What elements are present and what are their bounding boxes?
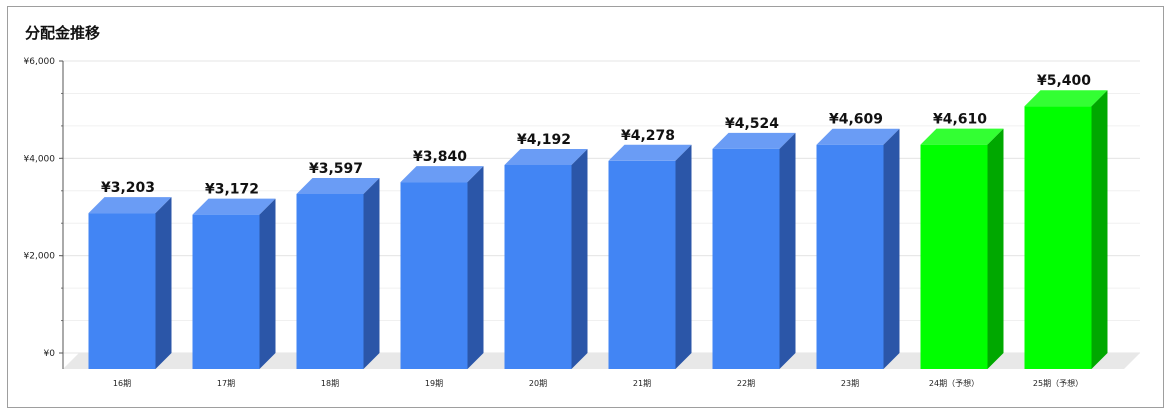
y-tick-label: ¥2,000 [24, 252, 56, 262]
x-category-label: 19期 [425, 379, 443, 388]
bar-value-label: ¥3,840 [413, 149, 467, 165]
bar-top-face [88, 197, 172, 214]
bar-value-label: ¥4,278 [621, 128, 675, 144]
bar-side-face [779, 132, 796, 369]
bar [296, 193, 364, 369]
bar-value-label: ¥3,203 [101, 180, 155, 196]
x-category-label: 23期 [841, 379, 859, 388]
bar [712, 148, 780, 369]
bar [504, 164, 572, 369]
bar-side-face [883, 128, 900, 369]
bar [816, 144, 884, 369]
bar-top-face [816, 128, 900, 145]
bar-value-label: ¥3,172 [205, 182, 259, 198]
y-tick-label: ¥4,000 [24, 154, 56, 164]
bar-top-face [400, 166, 484, 183]
bar-value-label: ¥4,610 [933, 112, 987, 128]
bar-side-face [259, 198, 276, 369]
bar-side-face [571, 148, 588, 369]
bar-side-face [987, 128, 1004, 369]
bar-value-label: ¥4,609 [829, 112, 883, 128]
bar-value-label: ¥4,192 [517, 132, 571, 148]
bar [920, 144, 988, 369]
bar [1024, 106, 1092, 369]
bar-value-label: ¥3,597 [309, 161, 363, 177]
bar [608, 160, 676, 369]
bar-side-face [155, 197, 172, 369]
bar-top-face [1024, 90, 1108, 107]
x-category-label: 17期 [217, 379, 235, 388]
x-category-label: 24期（予想） [929, 378, 979, 388]
bar-top-face [712, 132, 796, 149]
x-category-label: 22期 [737, 379, 755, 388]
bar-top-face [608, 144, 692, 161]
x-category-label: 25期（予想） [1033, 378, 1083, 388]
bar [88, 213, 156, 369]
x-category-label: 16期 [113, 379, 131, 388]
chart-title: 分配金推移 [25, 24, 101, 42]
bar-value-label: ¥4,524 [725, 116, 779, 132]
bar-side-face [1091, 90, 1108, 369]
y-tick-label: ¥0 [44, 349, 56, 359]
bar-side-face [675, 144, 692, 369]
bar [400, 182, 468, 369]
bar-side-face [363, 177, 380, 369]
bar-top-face [192, 198, 276, 215]
y-tick-label: ¥6,000 [24, 57, 56, 67]
bar-top-face [296, 177, 380, 194]
bar-top-face [920, 128, 1004, 145]
bar [192, 214, 260, 369]
x-category-label: 21期 [633, 379, 651, 388]
x-category-label: 20期 [529, 379, 547, 388]
bar-top-face [504, 148, 588, 165]
x-category-label: 18期 [321, 379, 339, 388]
bar-side-face [467, 166, 484, 369]
bar-value-label: ¥5,400 [1037, 73, 1091, 89]
